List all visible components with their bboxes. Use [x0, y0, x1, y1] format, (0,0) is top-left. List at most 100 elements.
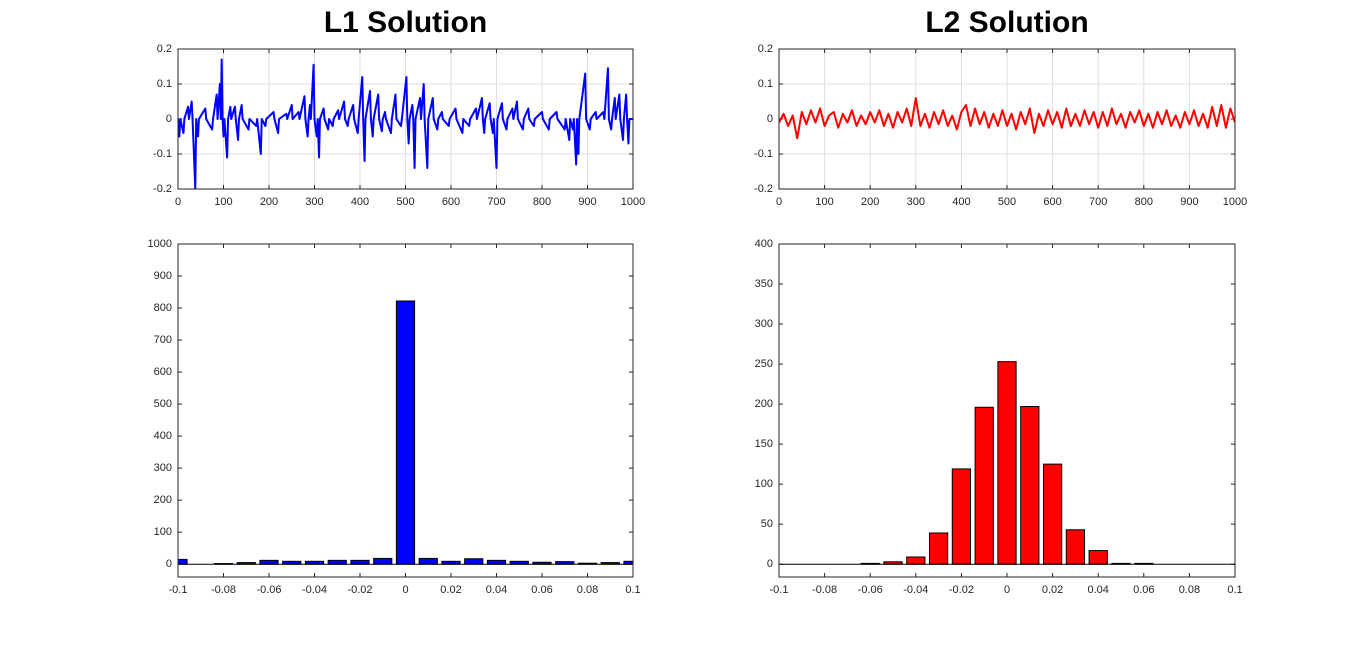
- x-tick-label: 0.08: [1179, 584, 1200, 596]
- bar: [418, 557, 438, 565]
- bar: [486, 559, 507, 565]
- bar: [928, 532, 949, 565]
- x-tick-label: -0.1: [770, 584, 789, 596]
- bar: [1065, 529, 1086, 565]
- x-tick-label: 0.1: [1227, 584, 1242, 596]
- x-tick-label: -0.08: [812, 584, 837, 596]
- x-tick-label: 600: [442, 196, 460, 208]
- bar: [395, 300, 416, 565]
- bar: [1020, 405, 1040, 565]
- x-tick-label: -0.02: [347, 584, 372, 596]
- y-tick-label: 350: [755, 278, 773, 290]
- y-tick-label: 0.2: [157, 43, 172, 55]
- axes: L2 Solution 0 100 200 300 400 500 600 700 800 900 1…: [754, 6, 1247, 208]
- y-tick-label: 0: [767, 558, 773, 570]
- x-tick-label: 100: [815, 196, 833, 208]
- x-tick-label: -0.06: [858, 584, 883, 596]
- x-tick-label: 200: [260, 196, 278, 208]
- y-tick-label: 800: [154, 302, 172, 314]
- x-tick-label: 0.02: [440, 584, 461, 596]
- y-tick-label: 1000: [148, 238, 172, 250]
- bar: [178, 558, 188, 565]
- bar: [259, 559, 279, 565]
- axes: -0.1 -0.08 -0.06 -0.04 -0.02 0 0.02 0.04 0.06 0.0…: [755, 238, 1243, 596]
- bar: [997, 361, 1017, 565]
- x-tick-label: 900: [1180, 196, 1198, 208]
- y-tick-label: 300: [154, 462, 172, 474]
- axes-box: [177, 48, 634, 190]
- x-tick-label: 500: [396, 196, 414, 208]
- y-tick-label: -0.2: [153, 183, 172, 195]
- x-tick-label: 600: [1043, 196, 1061, 208]
- y-tick-label: 300: [755, 318, 773, 330]
- x-tick-label: -0.04: [903, 584, 928, 596]
- x-tick-label: -0.02: [949, 584, 974, 596]
- x-tick-label: 700: [487, 196, 505, 208]
- x-tick-label: 800: [1135, 196, 1153, 208]
- x-tick-label: -0.06: [256, 584, 281, 596]
- y-tick-label: 900: [154, 270, 172, 282]
- y-tick-label: 0: [166, 113, 172, 125]
- bar: [623, 560, 633, 565]
- data-line: [779, 97, 1235, 140]
- axes: -0.1 -0.08 -0.06 -0.04 -0.02 0 0.02 0.04 0.06 0.0…: [148, 238, 641, 596]
- x-tick-label: 300: [907, 196, 925, 208]
- x-tick-label: 0: [402, 584, 408, 596]
- x-tick-label: 0.04: [486, 584, 507, 596]
- x-tick-label: -0.08: [211, 584, 236, 596]
- x-tick-label: 0.08: [577, 584, 598, 596]
- x-tick-label: 500: [998, 196, 1016, 208]
- axes-box: [177, 243, 634, 578]
- x-tick-label: 0.06: [531, 584, 552, 596]
- bar: [373, 557, 393, 565]
- x-tick-label: 900: [578, 196, 596, 208]
- y-tick-label: 700: [154, 334, 172, 346]
- bar: [1042, 463, 1063, 565]
- chart-title: L1 Solution: [324, 6, 487, 39]
- y-tick-label: -0.2: [754, 183, 773, 195]
- y-tick-label: 50: [761, 518, 773, 530]
- bar: [974, 406, 994, 565]
- bar: [464, 558, 484, 565]
- y-tick-label: 250: [755, 358, 773, 370]
- y-tick-label: 150: [755, 438, 773, 450]
- x-tick-label: 300: [305, 196, 323, 208]
- data-line: [178, 58, 633, 189]
- y-tick-label: 400: [755, 238, 773, 250]
- y-tick-label: 0.2: [758, 43, 773, 55]
- y-tick-label: 200: [154, 494, 172, 506]
- bar: [906, 556, 926, 565]
- axes-box: [778, 48, 1236, 190]
- x-tick-label: -0.04: [302, 584, 327, 596]
- x-tick-label: 1000: [1223, 196, 1247, 208]
- x-tick-label: -0.1: [169, 584, 188, 596]
- y-tick-label: -0.1: [153, 148, 172, 160]
- y-tick-label: 500: [154, 398, 172, 410]
- x-tick-label: 400: [952, 196, 970, 208]
- bar: [350, 559, 370, 565]
- y-tick-label: 100: [755, 478, 773, 490]
- axes-box: [778, 243, 1236, 578]
- x-tick-label: 0.02: [1042, 584, 1063, 596]
- x-tick-label: 0: [1004, 584, 1010, 596]
- y-tick-label: 400: [154, 430, 172, 442]
- x-tick-label: 800: [533, 196, 551, 208]
- x-tick-label: 200: [861, 196, 879, 208]
- y-tick-label: 600: [154, 366, 172, 378]
- x-tick-label: 0: [776, 196, 782, 208]
- y-tick-label: 100: [154, 526, 172, 538]
- y-tick-label: 0.1: [157, 78, 172, 90]
- bar: [951, 468, 972, 565]
- x-tick-label: 0.06: [1133, 584, 1154, 596]
- x-tick-label: 0: [175, 196, 181, 208]
- y-tick-label: 0: [166, 558, 172, 570]
- bar: [1088, 550, 1108, 565]
- x-tick-label: 0.1: [625, 584, 640, 596]
- chart-title: L2 Solution: [925, 6, 1088, 39]
- y-tick-label: 0.1: [758, 78, 773, 90]
- y-tick-label: 200: [755, 398, 773, 410]
- x-tick-label: 400: [351, 196, 369, 208]
- axes: L1 Solution 0 100 200 300 400 500 600 700 800 900 1…: [153, 6, 645, 208]
